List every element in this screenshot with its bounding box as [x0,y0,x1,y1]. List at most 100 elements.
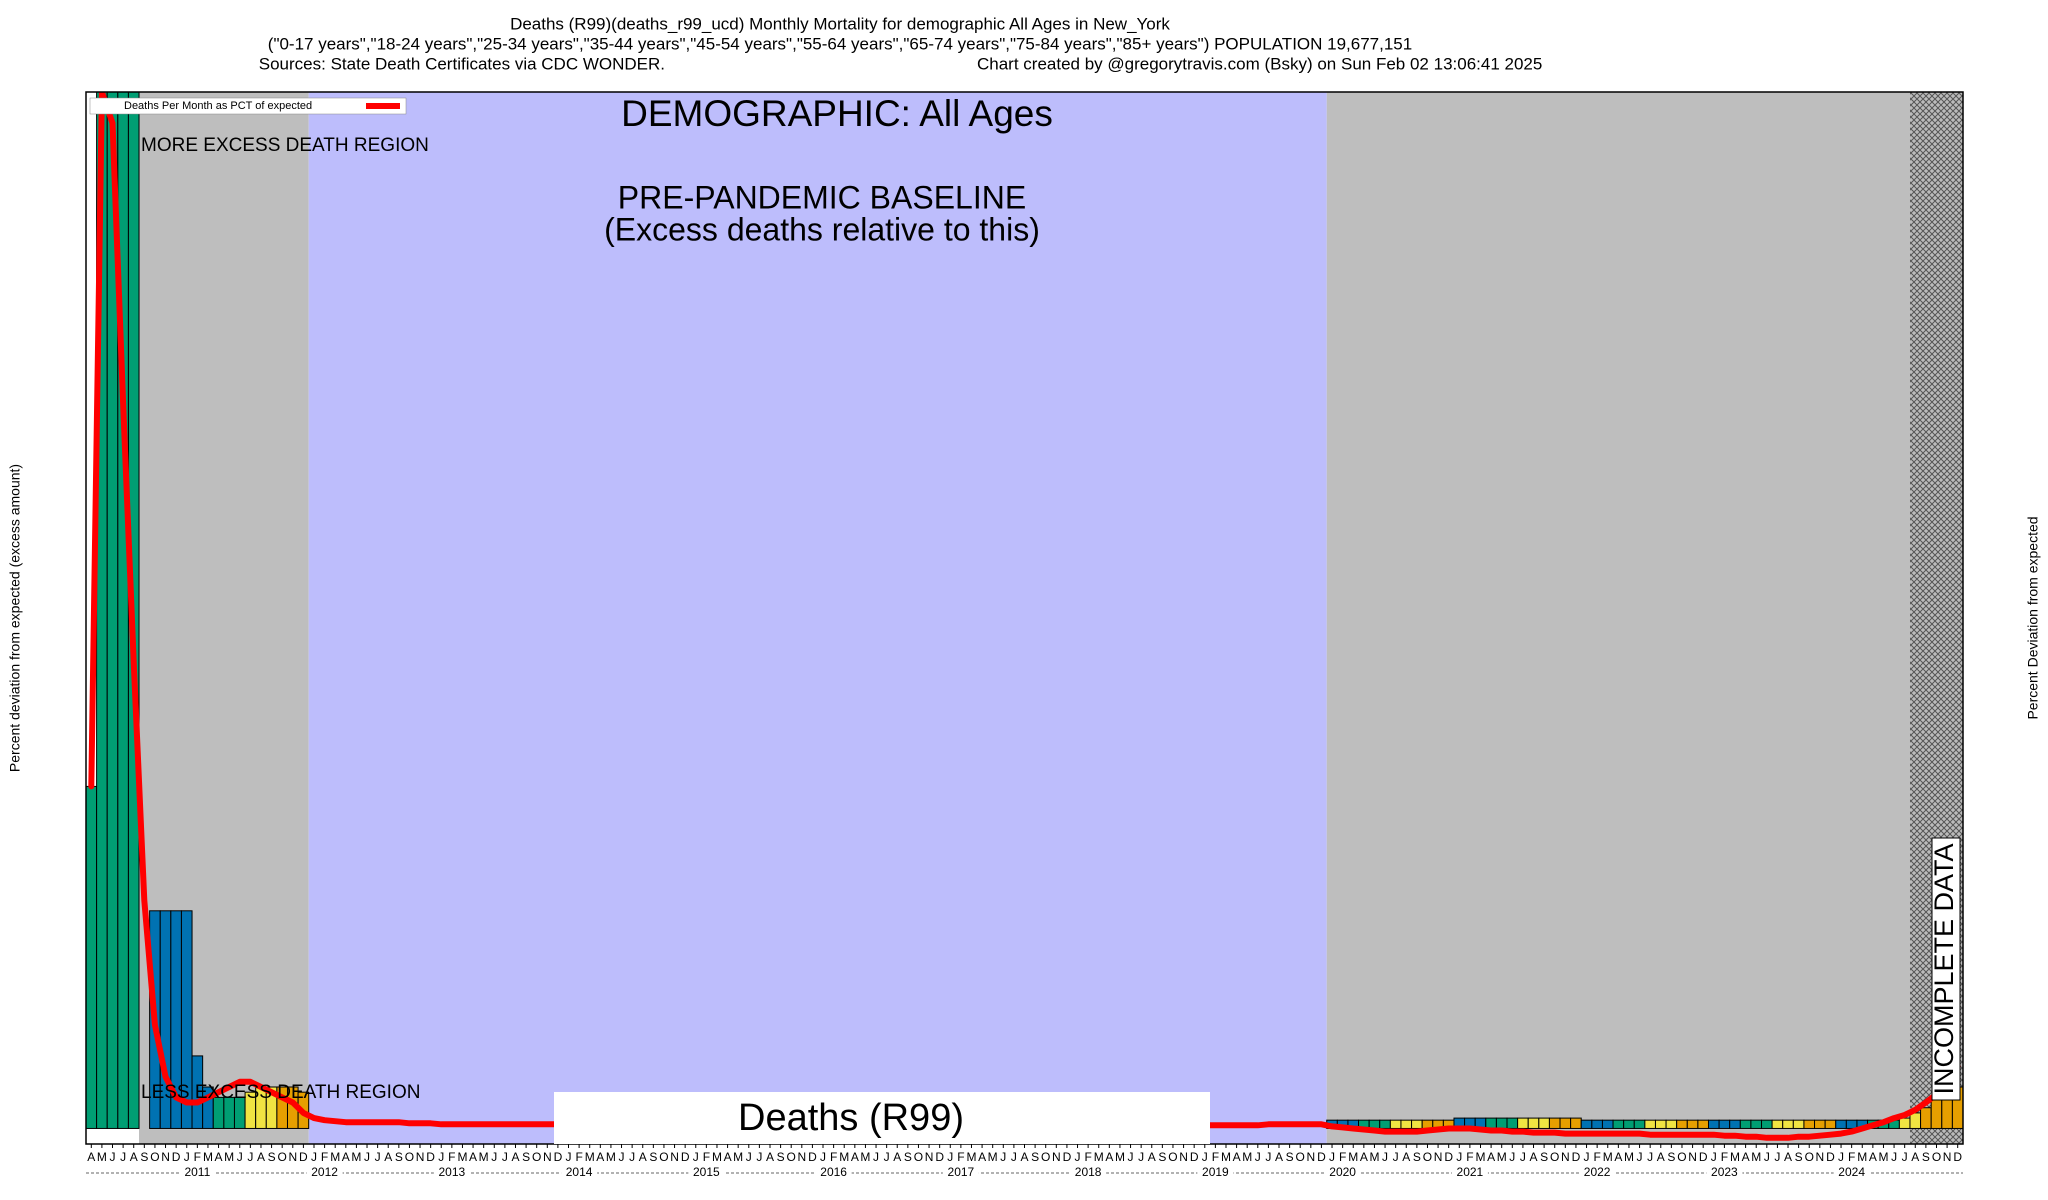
x-tick-label: S [1158,1150,1166,1164]
x-tick-label: D [1572,1150,1581,1164]
x-tick-label: J [1000,1150,1006,1164]
bar [1718,1119,1731,1129]
x-tick-label: J [1265,1150,1271,1164]
x-tick-label: J [873,1150,879,1164]
bar [1750,1119,1763,1129]
x-tick-label: J [438,1150,444,1164]
x-tick-label: N [161,1150,170,1164]
x-tick-label: J [884,1150,890,1164]
x-tick-label: M [479,1150,489,1164]
x-tick-label: A [1020,1150,1028,1164]
x-tick-label: J [1138,1150,1144,1164]
x-tick-label: M [1857,1150,1867,1164]
x-tick-label: J [1647,1150,1653,1164]
x-tick-label: M [1730,1150,1740,1164]
x-tick-label: F [1721,1150,1728,1164]
year-label: 2023 [1711,1165,1738,1179]
year-label: 2020 [1329,1165,1356,1179]
year-label-bg [1070,1166,1107,1180]
x-tick-label: F [830,1150,837,1164]
bar [1697,1119,1709,1129]
bar [1845,1119,1858,1129]
x-tick-label: J [820,1150,826,1164]
x-tick-label: N [670,1150,679,1164]
x-tick-label: F [575,1150,582,1164]
x-tick-label: F [1466,1150,1473,1164]
legend-label: Deaths Per Month as PCT of expected [124,100,312,112]
bar [1665,1119,1678,1129]
x-tick-label: D [935,1150,944,1164]
x-tick-label: O [1296,1150,1305,1164]
x-tick-label: O [532,1150,541,1164]
x-tick-label: J [1382,1150,1388,1164]
bar [1570,1117,1582,1129]
x-tick-label: J [756,1150,762,1164]
bar [1389,1119,1402,1129]
x-tick-label: A [1657,1150,1665,1164]
bar [1485,1117,1497,1129]
cause-label: Deaths (R99) [738,1097,964,1139]
x-tick-label: J [619,1150,625,1164]
x-tick-label: M [1369,1150,1379,1164]
bar [1739,1119,1752,1129]
x-tick-label: D [1317,1150,1326,1164]
year-label-bg [1706,1166,1743,1180]
x-tick-label: A [342,1150,350,1164]
x-tick-label: J [1764,1150,1770,1164]
bar [1601,1119,1614,1129]
x-tick-label: S [395,1150,403,1164]
x-tick-label: A [978,1150,986,1164]
region [1326,92,1910,1144]
x-tick-label: J [1202,1150,1208,1164]
bar [1527,1117,1540,1129]
x-tick-label: S [268,1150,276,1164]
x-tick-label: N [1306,1150,1315,1164]
x-tick-label: F [1848,1150,1855,1164]
x-tick-label: A [1487,1150,1495,1164]
x-tick-label: A [1911,1150,1919,1164]
x-tick-label: N [288,1150,297,1164]
x-tick-label: D [1190,1150,1199,1164]
x-tick-label: J [1456,1150,1462,1164]
year-label-bg [815,1166,852,1180]
x-tick-label: O [787,1150,796,1164]
x-tick-label: J [566,1150,572,1164]
x-tick-label: N [797,1150,806,1164]
bar [1920,1107,1932,1129]
x-tick-label: M [1115,1150,1125,1164]
x-tick-label: J [1520,1150,1526,1164]
x-tick-label: D [426,1150,435,1164]
bar [1633,1119,1646,1129]
x-tick-label: D [1444,1150,1453,1164]
x-tick-label: D [808,1150,817,1164]
bar [1803,1119,1816,1129]
x-tick-label: M [733,1150,743,1164]
year-label-bg [179,1166,216,1180]
x-tick-label: D [1063,1150,1072,1164]
year-label-bg [1451,1166,1488,1180]
x-tick-label: O [278,1150,287,1164]
bar [1400,1119,1413,1129]
x-tick-label: A [130,1150,138,1164]
year-label: 2021 [1457,1165,1484,1179]
bar [1538,1117,1550,1129]
x-tick-label: J [947,1150,953,1164]
bar [1782,1119,1794,1129]
x-tick-label: D [172,1150,181,1164]
x-tick-label: M [860,1150,870,1164]
x-tick-label: N [925,1150,934,1164]
y-axis-label: Percent deviation from expected (excess … [7,464,23,772]
x-tick-label: N [1816,1150,1825,1164]
year-label: 2019 [1202,1165,1229,1179]
bar [1591,1119,1603,1129]
bar [1909,1112,1922,1129]
x-tick-label: A [257,1150,265,1164]
x-tick-label: S [1413,1150,1421,1164]
bar [1930,1096,1943,1129]
year-label-bg [1324,1166,1361,1180]
incomplete-box [1931,837,1961,1101]
bar [1411,1119,1423,1129]
x-tick-label: A [1105,1150,1113,1164]
x-tick-label: J [110,1150,116,1164]
bar [1517,1117,1529,1129]
